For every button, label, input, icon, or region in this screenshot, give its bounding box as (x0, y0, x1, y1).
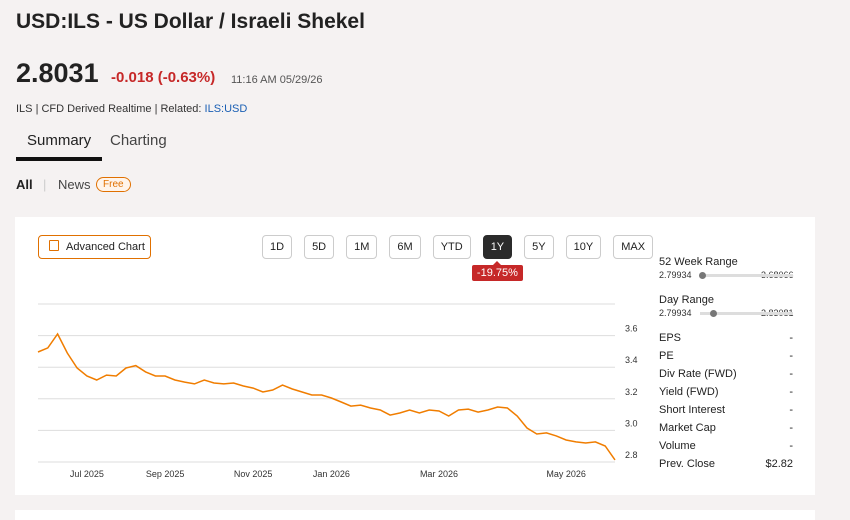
subtab[interactable]: News (58, 177, 91, 192)
range-low: 2.79934 (659, 270, 692, 280)
range-button[interactable]: 1D (262, 235, 293, 259)
chart-card (15, 217, 815, 495)
range-bar (699, 272, 793, 279)
separator: | (43, 177, 47, 192)
stat-value: - (789, 422, 793, 434)
range-button[interactable]: 6M (389, 235, 421, 259)
subtab[interactable]: All (16, 177, 33, 192)
range-button[interactable]: MAX (613, 235, 654, 259)
range-marker (699, 272, 707, 279)
x-tick-label: Nov 2025 (234, 469, 273, 479)
range-buttons: 1D 5D 1M 6M YTD 1Y 5Y 10Y MAX (262, 235, 654, 259)
timestamp: 11:16 AM 05/29/26 (231, 74, 323, 86)
y-tick-label: 3.4 (625, 355, 638, 365)
price: 2.8031 (16, 58, 99, 88)
stat-value: - (789, 386, 793, 398)
stat-label: Market Cap (659, 422, 716, 434)
range-bar (700, 310, 793, 317)
related-link[interactable]: ILS:USD (204, 103, 248, 115)
tab[interactable]: Charting (110, 132, 167, 149)
meta: ILS | CFD Derived Realtime | Related: IL… (16, 103, 247, 115)
range-button[interactable]: 5D (304, 235, 335, 259)
range-button[interactable]: 5Y (524, 235, 554, 259)
title: USD:ILS - US Dollar / Israeli Shekel (16, 10, 365, 33)
range-button[interactable]: YTD (432, 235, 471, 259)
stat-value: - (789, 332, 793, 344)
stat-label: Prev. Close (659, 458, 716, 470)
stat-value: - (789, 350, 793, 362)
x-tick-label: Jan 2026 (313, 469, 350, 479)
stat-label: Div Rate (FWD) (659, 368, 737, 380)
x-tick-label: May 2026 (546, 469, 586, 479)
x-tick-label: Sep 2025 (146, 469, 185, 479)
stat-value: $2.82 (765, 458, 793, 470)
price-line (37, 332, 616, 461)
range-label: Day Range (659, 294, 715, 306)
stat-value: - (789, 404, 793, 416)
x-tick-label: Mar 2026 (420, 469, 458, 479)
range-marker (710, 310, 718, 317)
price-change: -0.018 (-0.63%) (111, 69, 216, 86)
badge: Free (96, 177, 131, 192)
stat-label: Yield (FWD) (659, 386, 719, 398)
tab[interactable]: Summary (16, 132, 103, 161)
stat-label: PE (659, 350, 674, 362)
x-tick-label: Jul 2025 (70, 469, 104, 479)
y-tick-label: 3.2 (625, 387, 638, 397)
y-tick-label: 3.6 (625, 324, 638, 334)
range-label: 52 Week Range (659, 256, 738, 268)
range-change: -19.75% (471, 261, 523, 281)
range-button[interactable]: 1Y (482, 235, 513, 259)
range-button[interactable]: 10Y (565, 235, 602, 259)
stat-label: Short Interest (659, 404, 726, 416)
meta-text: ILS | CFD Derived Realtime | Related: (16, 103, 202, 115)
range-button[interactable]: 1M (346, 235, 378, 259)
stat-label: Volume (659, 440, 696, 452)
y-tick-label: 3.0 (625, 418, 638, 428)
stat-label: EPS (659, 332, 682, 344)
advanced-chart-button[interactable]: Advanced Chart (38, 235, 151, 259)
button-label: Advanced Chart (66, 241, 145, 253)
stat-value: - (789, 440, 793, 452)
y-tick-label: 2.8 (625, 450, 638, 460)
range-low: 2.79934 (659, 308, 692, 318)
stat-value: - (789, 368, 793, 380)
